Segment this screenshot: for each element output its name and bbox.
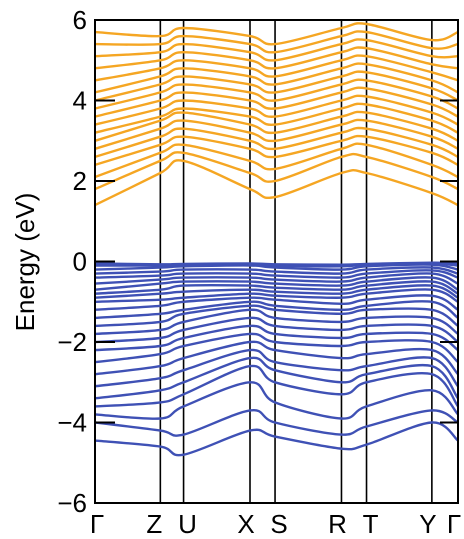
valence-band-line-16 xyxy=(94,280,459,295)
valence-band-line-6 xyxy=(94,340,459,376)
valence-band-line-20 xyxy=(94,266,459,275)
valence-band-line-12 xyxy=(94,300,459,320)
conduction-band-line-25 xyxy=(94,151,459,191)
conduction-band-line-41 xyxy=(94,22,459,46)
conduction-band-line-24 xyxy=(94,159,459,207)
valence-band-line-0 xyxy=(94,421,459,457)
x-tick-label-8: Γ xyxy=(447,509,461,539)
conduction-band-line-34 xyxy=(94,78,459,110)
y-tick-label-2: −2 xyxy=(57,327,87,357)
valence-band-line-4 xyxy=(94,356,459,400)
x-tick-label-3: X xyxy=(237,509,254,539)
valence-band-line-18 xyxy=(94,272,459,285)
y-tick-label-3: 0 xyxy=(73,247,87,277)
valence-band-line-7 xyxy=(94,332,459,364)
y-tick-label-6: 6 xyxy=(73,5,87,35)
y-ticks: −6 −4 −2 0 2 4 6 xyxy=(57,5,458,518)
x-tick-label-0: Γ xyxy=(90,509,104,539)
conduction-band-line-30 xyxy=(94,110,459,142)
conduction-band-line-33 xyxy=(94,86,459,118)
x-tick-label-4: S xyxy=(270,509,287,539)
x-tick-label-1: Z xyxy=(146,509,162,539)
conduction-band-line-35 xyxy=(94,70,459,102)
valence-band-line-13 xyxy=(94,294,459,311)
valence-band-line-19 xyxy=(94,269,459,279)
valence-band-line-3 xyxy=(94,364,459,408)
conduction-band-line-27 xyxy=(94,134,459,167)
conduction-band-line-31 xyxy=(94,102,459,134)
y-tick-label-4: 2 xyxy=(73,166,87,196)
y-tick-label-0: −6 xyxy=(57,488,87,518)
x-tick-label-5: R xyxy=(328,509,347,539)
valence-band-line-15 xyxy=(94,284,459,299)
y-axis-label: Energy (eV) xyxy=(10,193,40,332)
x-tick-label-7: Y xyxy=(419,509,436,539)
valence-band-line-23 xyxy=(94,261,459,266)
valence-band-line-17 xyxy=(94,276,459,291)
conduction-band-line-38 xyxy=(94,46,459,70)
valence-band-line-10 xyxy=(94,308,459,336)
conduction-band-line-29 xyxy=(94,118,459,150)
valence-band-line-14 xyxy=(94,288,459,303)
conduction-band-line-28 xyxy=(94,126,459,159)
valence-band-line-9 xyxy=(94,316,459,344)
conduction-band-line-39 xyxy=(94,38,459,62)
conduction-band-line-37 xyxy=(94,54,459,82)
y-tick-label-5: 4 xyxy=(73,86,87,116)
x-tick-label-6: T xyxy=(363,509,379,539)
valence-band-line-2 xyxy=(94,381,459,420)
valence-band-line-5 xyxy=(94,348,459,388)
conduction-band-line-32 xyxy=(94,94,459,126)
conduction-band-line-36 xyxy=(94,62,459,94)
valence-band-line-8 xyxy=(94,324,459,352)
band-lines xyxy=(94,22,459,457)
y-tick-label-1: −4 xyxy=(57,408,87,438)
conduction-band-line-40 xyxy=(94,30,459,54)
x-tick-label-2: U xyxy=(178,509,197,539)
conduction-band-line-26 xyxy=(94,142,459,179)
valence-band-line-1 xyxy=(94,408,459,437)
valence-band-line-11 xyxy=(94,304,459,328)
